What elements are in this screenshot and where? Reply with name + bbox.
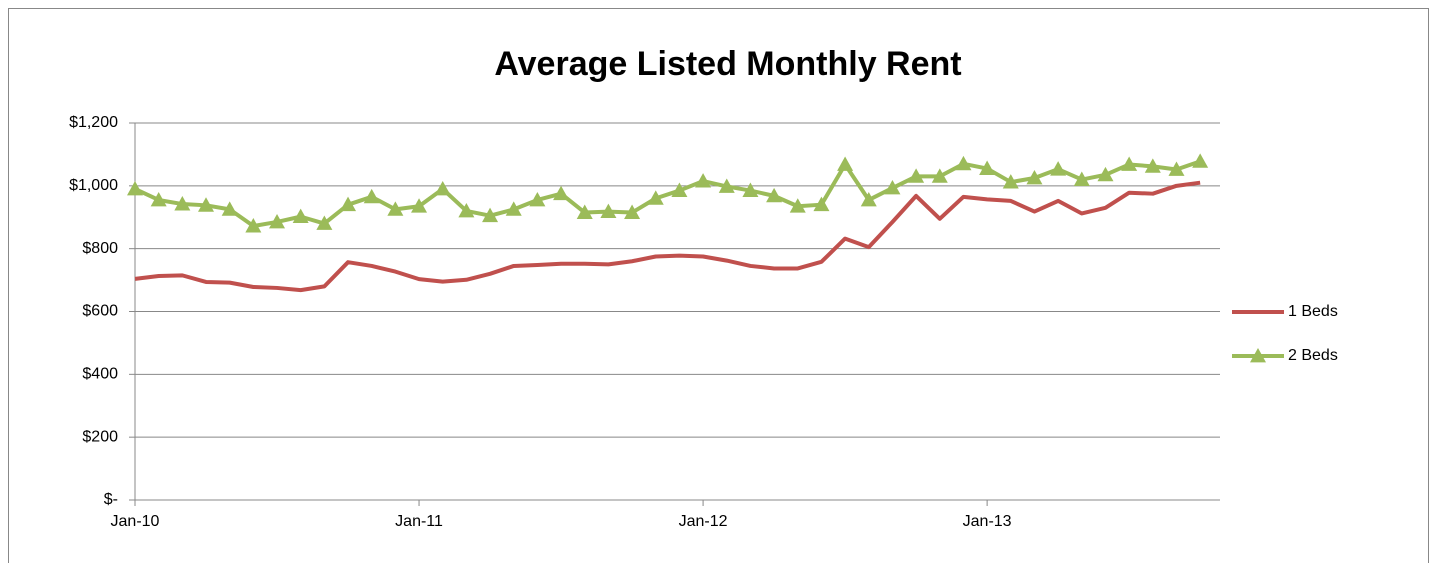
data-point bbox=[127, 180, 143, 196]
data-point bbox=[931, 168, 948, 183]
y-tick-label: $- bbox=[104, 491, 118, 508]
data-point bbox=[647, 190, 664, 205]
data-point bbox=[553, 185, 570, 201]
data-point bbox=[1050, 161, 1067, 176]
x-tick-label: Jan-12 bbox=[679, 513, 728, 530]
legend-marker bbox=[1250, 348, 1266, 363]
x-tick-label: Jan-10 bbox=[111, 513, 160, 530]
legend-label: 2 Beds bbox=[1288, 347, 1338, 364]
data-point bbox=[245, 218, 262, 233]
chart-frame bbox=[8, 8, 1429, 563]
y-tick-label: $800 bbox=[82, 240, 118, 257]
y-tick-label: $200 bbox=[82, 428, 118, 445]
data-point bbox=[529, 191, 546, 207]
data-point bbox=[221, 201, 238, 216]
data-point bbox=[671, 182, 688, 197]
data-point bbox=[1097, 166, 1114, 182]
data-point bbox=[387, 201, 404, 216]
data-point bbox=[718, 178, 735, 193]
data-point bbox=[955, 155, 972, 171]
data-point bbox=[766, 187, 783, 203]
data-point bbox=[482, 207, 499, 223]
data-point bbox=[198, 197, 215, 212]
data-point bbox=[1073, 171, 1090, 186]
data-point bbox=[411, 198, 428, 213]
data-point bbox=[860, 191, 877, 207]
data-point bbox=[269, 213, 286, 229]
data-point bbox=[174, 196, 191, 211]
data-point bbox=[695, 173, 712, 188]
x-tick-label: Jan-13 bbox=[963, 513, 1012, 530]
data-point bbox=[340, 196, 357, 212]
legend-label: 1 Beds bbox=[1288, 303, 1338, 320]
y-tick-label: $1,200 bbox=[69, 114, 118, 131]
data-point bbox=[292, 208, 309, 224]
x-tick-label: Jan-11 bbox=[395, 513, 443, 530]
series-line bbox=[134, 180, 1201, 293]
data-point bbox=[742, 182, 759, 197]
data-point bbox=[576, 204, 593, 219]
y-tick-label: $600 bbox=[82, 303, 118, 320]
chart-title: Average Listed Monthly Rent bbox=[494, 45, 961, 83]
data-point bbox=[150, 191, 167, 207]
data-point bbox=[1026, 169, 1043, 185]
data-point bbox=[908, 168, 925, 183]
data-point bbox=[624, 204, 641, 219]
data-point bbox=[837, 156, 854, 171]
data-point bbox=[600, 203, 617, 218]
data-point bbox=[1168, 161, 1185, 176]
y-tick-label: $400 bbox=[82, 366, 118, 383]
data-point bbox=[363, 188, 380, 204]
data-point bbox=[434, 180, 451, 196]
data-point bbox=[1144, 158, 1161, 173]
data-point bbox=[505, 201, 522, 216]
data-point bbox=[1121, 156, 1138, 171]
y-tick-label: $1,000 bbox=[69, 177, 118, 194]
data-point bbox=[458, 202, 475, 218]
series-line bbox=[134, 159, 1201, 229]
data-point bbox=[789, 198, 806, 213]
data-point bbox=[1002, 174, 1019, 189]
data-point bbox=[813, 196, 830, 212]
data-point bbox=[316, 215, 333, 230]
data-point bbox=[1192, 153, 1209, 168]
data-point bbox=[884, 180, 901, 195]
data-point bbox=[979, 160, 996, 175]
